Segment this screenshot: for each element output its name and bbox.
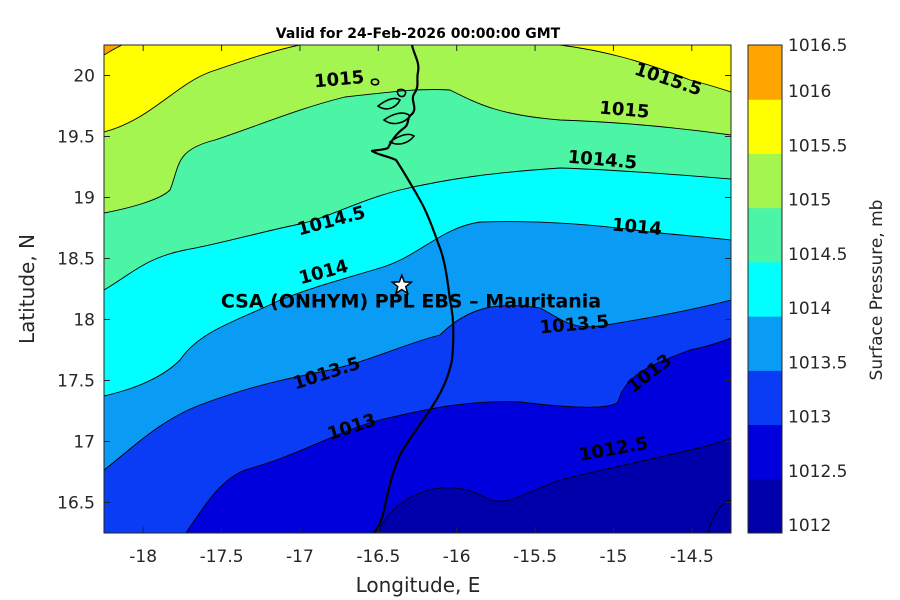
colorbar-swatch [748,478,782,534]
contour-label: 1014 [611,215,663,240]
isobar-1015 [104,89,731,214]
x-tick-label: -16 [443,547,471,567]
colorbar-swatch [748,45,782,100]
colorbar-tick-label: 1015 [788,191,831,211]
x-tick-label: -17.5 [200,547,244,567]
site-star-icon [390,273,414,296]
map-title: Valid for 24-Feb-2026 00:00:00 GMT [276,26,561,42]
y-tick-label: 16.5 [57,494,95,514]
y-axis-ticks: 16.5 17 17.5 18 18.5 19 19.5 20 [57,67,731,514]
colorbar-tick-label: 1012 [788,516,831,536]
colorbar-tick-label: 1016.5 [788,36,847,56]
x-tick-label: -14.5 [670,547,714,567]
x-axis-label: Longitude, E [356,573,481,597]
y-tick-label: 17 [73,433,95,453]
site-marker: CSA (ONHYM) PPL EBS – Mauritania [221,273,601,312]
colorbar-frame [747,44,783,534]
isobar-1016 [104,45,123,56]
isobar-1015-5-east [559,45,731,93]
contour-label: 1015 [313,67,365,92]
y-tick-label: 19 [73,189,95,209]
pressure-band-1015-5 [104,45,300,132]
y-tick-label: 20 [73,67,95,87]
y-tick-label: 18 [73,311,95,331]
colorbar-tick-label: 1014.5 [788,245,847,265]
x-tick-label: -15.5 [513,547,557,567]
plot-frame [103,44,732,534]
coastline [370,45,455,533]
y-tick-label: 18.5 [57,250,95,270]
colorbar-swatch [748,153,782,209]
colorbar-tick-label: 1014 [788,299,831,319]
colorbar-tick-label: 1013.5 [788,353,847,373]
colorbar-tick-label: 1016 [788,82,831,102]
y-tick-label: 19.5 [57,128,95,148]
isobar-1013-5 [104,299,731,471]
coastline-islands [370,78,416,145]
x-tick-label: -16.5 [356,547,400,567]
site-label: CSA (ONHYM) PPL EBS – Mauritania [221,290,601,312]
y-tick-label: 17.5 [57,372,95,392]
x-tick-label: -15 [600,547,628,567]
colorbar-swatch [748,207,782,263]
colorbar-swatch [748,424,782,480]
colorbar-tick-label: 1013 [788,408,831,428]
colorbar-swatch [748,261,782,317]
isobar-1015-5-west [104,45,301,133]
contour-field [104,45,731,533]
x-tick-label: -18 [129,547,157,567]
isobar-1012-5 [377,437,731,533]
isobar-1012-5-se [707,499,731,533]
isobar-1014 [104,221,731,397]
pressure-band-1012 [378,438,731,533]
colorbar-swatch [748,316,782,371]
colorbar-swatch [748,370,782,426]
x-tick-label: -17 [286,547,314,567]
y-axis-label: Latitude, N [15,234,39,344]
contour-label: 1015 [598,98,650,123]
colorbar-tick-label: 1015.5 [788,136,847,156]
colorbar: 1012 1012.5 1013 1013.5 1014 1014.5 1015 1015.5… [747,36,847,536]
colorbar-label: Surface Pressure, mb [867,200,887,381]
isobar-1013 [185,337,731,533]
x-axis-ticks: -18 -17.5 -17 -16.5 -16 -15.5 -15 -14.5 [129,45,714,567]
isobar-1014-5 [104,167,731,291]
pressure-band-1015-5-east [560,45,731,92]
pressure-band-1016 [104,45,122,55]
colorbar-tick-label: 1012.5 [788,462,847,482]
colorbar-swatch [748,99,782,154]
